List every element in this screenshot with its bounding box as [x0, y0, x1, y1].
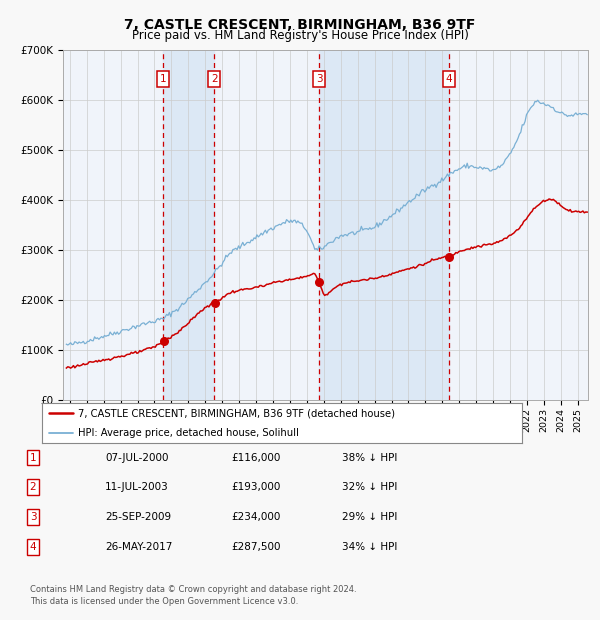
Text: 25-SEP-2009: 25-SEP-2009: [105, 512, 171, 522]
Text: 2: 2: [29, 482, 37, 492]
Text: Contains HM Land Registry data © Crown copyright and database right 2024.
This d: Contains HM Land Registry data © Crown c…: [30, 585, 356, 606]
Bar: [319, 50, 449, 400]
Text: 32% ↓ HPI: 32% ↓ HPI: [342, 482, 397, 492]
Text: 34% ↓ HPI: 34% ↓ HPI: [342, 542, 397, 552]
Text: 07-JUL-2000: 07-JUL-2000: [105, 453, 169, 463]
Text: 29% ↓ HPI: 29% ↓ HPI: [342, 512, 397, 522]
Text: 11-JUL-2003: 11-JUL-2003: [105, 482, 169, 492]
Text: 3: 3: [316, 74, 323, 84]
Text: £287,500: £287,500: [231, 542, 281, 552]
Text: 26-MAY-2017: 26-MAY-2017: [105, 542, 172, 552]
Text: 7, CASTLE CRESCENT, BIRMINGHAM, B36 9TF: 7, CASTLE CRESCENT, BIRMINGHAM, B36 9TF: [124, 18, 476, 32]
Text: 3: 3: [29, 512, 37, 522]
Text: 1: 1: [29, 453, 37, 463]
Bar: [163, 50, 214, 400]
Text: Price paid vs. HM Land Registry's House Price Index (HPI): Price paid vs. HM Land Registry's House …: [131, 29, 469, 42]
Text: 4: 4: [29, 542, 37, 552]
Text: HPI: Average price, detached house, Solihull: HPI: Average price, detached house, Soli…: [78, 428, 299, 438]
Text: £116,000: £116,000: [231, 453, 280, 463]
Text: 38% ↓ HPI: 38% ↓ HPI: [342, 453, 397, 463]
Text: 1: 1: [160, 74, 167, 84]
Text: 2: 2: [211, 74, 218, 84]
Text: 4: 4: [446, 74, 452, 84]
Text: £234,000: £234,000: [231, 512, 280, 522]
Text: £193,000: £193,000: [231, 482, 280, 492]
Text: 7, CASTLE CRESCENT, BIRMINGHAM, B36 9TF (detached house): 7, CASTLE CRESCENT, BIRMINGHAM, B36 9TF …: [78, 408, 395, 418]
